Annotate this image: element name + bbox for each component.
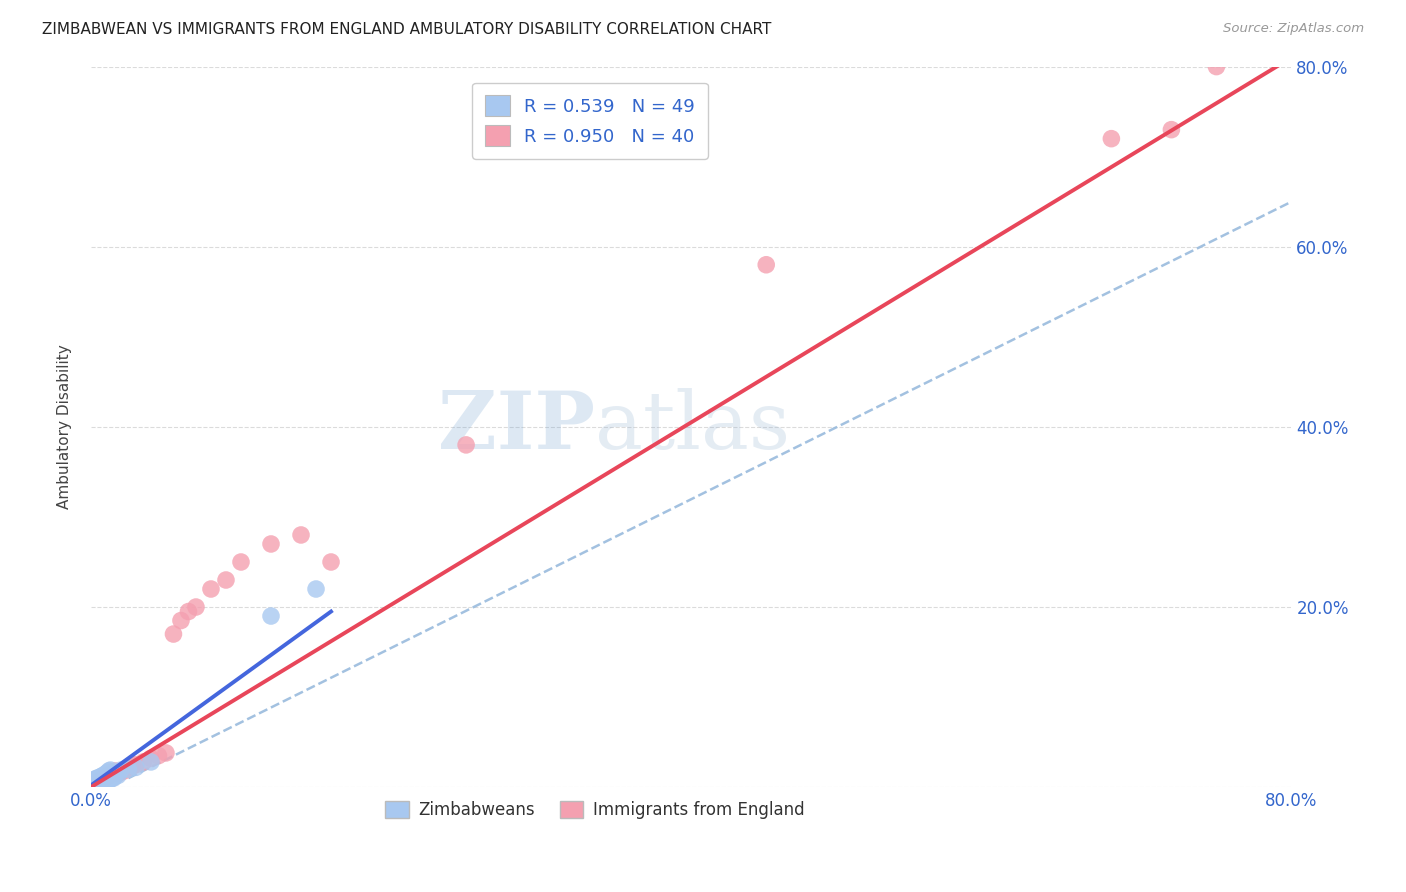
Point [91, 773, 114, 788]
Point [103, 765, 125, 780]
Point [125, 760, 148, 774]
Point [87, 774, 110, 789]
Point [132, 755, 155, 769]
Point [87, 771, 110, 785]
Point [93, 772, 115, 787]
Point [177, 605, 200, 619]
Point [162, 627, 184, 641]
Point [107, 766, 129, 780]
Point [260, 537, 283, 551]
Legend: Zimbabweans, Immigrants from England: Zimbabweans, Immigrants from England [378, 794, 811, 826]
Point [155, 746, 177, 760]
Point [90, 772, 112, 787]
Point [93, 768, 115, 782]
Text: Source: ZipAtlas.com: Source: ZipAtlas.com [1223, 22, 1364, 36]
Point [89, 770, 111, 784]
Point [1099, 131, 1122, 145]
Point [125, 757, 148, 772]
Point [110, 764, 132, 779]
Point [84, 772, 107, 786]
Point [84, 776, 107, 790]
Point [89, 775, 111, 789]
Point [305, 582, 328, 596]
Point [89, 774, 111, 789]
Point [100, 763, 122, 777]
Point [104, 769, 127, 783]
Point [84, 777, 107, 791]
Point [101, 771, 124, 785]
Point [90, 773, 112, 788]
Point [319, 555, 342, 569]
Point [139, 755, 162, 769]
Point [86, 774, 108, 789]
Point [215, 573, 238, 587]
Text: ZIP: ZIP [439, 388, 595, 466]
Point [91, 774, 114, 789]
Point [89, 773, 111, 788]
Point [100, 767, 122, 781]
Point [200, 582, 222, 596]
Point [96, 769, 118, 783]
Point [93, 771, 115, 785]
Point [101, 766, 124, 780]
Point [87, 774, 110, 789]
Point [86, 775, 108, 789]
Point [83, 772, 105, 787]
Point [90, 775, 112, 789]
Point [86, 771, 108, 785]
Y-axis label: Ambulatory Disability: Ambulatory Disability [58, 344, 72, 509]
Point [94, 772, 117, 786]
Point [94, 770, 117, 784]
Point [84, 776, 107, 790]
Point [139, 751, 162, 765]
Text: ZIMBABWEAN VS IMMIGRANTS FROM ENGLAND AMBULATORY DISABILITY CORRELATION CHART: ZIMBABWEAN VS IMMIGRANTS FROM ENGLAND AM… [42, 22, 772, 37]
Point [117, 762, 139, 776]
Point [87, 775, 110, 789]
Point [170, 614, 193, 628]
Point [97, 768, 120, 782]
Point [229, 555, 252, 569]
Text: atlas: atlas [595, 388, 790, 466]
Point [83, 777, 105, 791]
Point [100, 772, 122, 786]
Point [83, 777, 105, 791]
Point [94, 773, 117, 788]
Point [112, 764, 135, 778]
Point [456, 438, 478, 452]
Point [86, 776, 108, 790]
Point [184, 600, 207, 615]
Point [87, 776, 110, 790]
Point [94, 766, 117, 780]
Point [290, 528, 312, 542]
Point [97, 764, 120, 778]
Point [91, 772, 114, 786]
Point [755, 258, 778, 272]
Point [1160, 122, 1182, 136]
Point [82, 778, 104, 792]
Point [91, 768, 114, 782]
Point [103, 771, 125, 785]
Point [96, 773, 118, 788]
Point [97, 772, 120, 787]
Point [96, 772, 118, 786]
Point [122, 758, 145, 772]
Point [1205, 60, 1227, 74]
Point [83, 776, 105, 790]
Point [260, 609, 283, 624]
Point [86, 775, 108, 789]
Point [117, 760, 139, 774]
Point [82, 779, 104, 793]
Point [104, 764, 127, 778]
Point [90, 769, 112, 783]
Point [93, 774, 115, 789]
Point [148, 748, 170, 763]
Point [107, 768, 129, 782]
Point [96, 765, 118, 780]
Point [110, 763, 132, 777]
Point [84, 775, 107, 789]
